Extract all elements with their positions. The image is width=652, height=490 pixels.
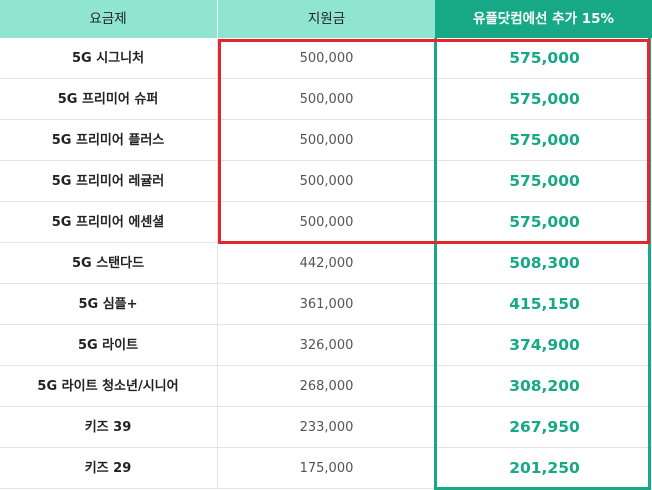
plan-name: 5G 프리미어 에센셜 [51,215,165,230]
plan-name: 키즈 29 [84,461,132,476]
plan-name: 5G 프리미어 플러스 [51,133,165,148]
extra-value: 267,950 [435,407,652,447]
subsidy-value: 500,000 [217,120,435,160]
table-row: 5G 프리미어 에센셜 500,000 575,000 [0,202,652,243]
extra-value: 575,000 [435,202,652,242]
table-row: 5G 프리미어 레귤러 500,000 575,000 [0,161,652,202]
subsidy-value: 500,000 [217,79,435,119]
plan-name: 5G 시그니처 [71,51,145,66]
table-row: 키즈 29 175,000 201,250 [0,448,652,489]
extra-value: 508,300 [435,243,652,283]
subsidy-value: 442,000 [217,243,435,283]
table-body: 5G 시그니처 500,000 575,000 5G 프리미어 슈퍼 500,0… [0,38,652,489]
table-row: 5G 라이트 청소년/시니어 268,000 308,200 [0,366,652,407]
subsidy-value: 175,000 [217,448,435,488]
table-header: 요금제 지원금 유플닷컴에선 추가 15% [0,0,652,38]
table-row: 5G 심플+ 361,000 415,150 [0,284,652,325]
extra-value: 374,900 [435,325,652,365]
subsidy-value: 500,000 [217,38,435,78]
header-subsidy: 지원금 [217,0,435,38]
table-row: 5G 프리미어 플러스 500,000 575,000 [0,120,652,161]
subsidy-value: 500,000 [217,161,435,201]
table-row: 키즈 39 233,000 267,950 [0,407,652,448]
plan-name: 키즈 39 [84,420,132,435]
extra-value: 575,000 [435,79,652,119]
header-plan: 요금제 [89,11,127,27]
table-row: 5G 라이트 326,000 374,900 [0,325,652,366]
plan-name: 5G 프리미어 슈퍼 [57,92,159,107]
subsidy-value: 268,000 [217,366,435,406]
header-extra-discount: 유플닷컴에선 추가 15% [435,0,652,38]
plan-name: 5G 프리미어 레귤러 [51,174,165,189]
plan-name: 5G 라이트 청소년/시니어 [37,379,179,394]
extra-value: 415,150 [435,284,652,324]
plan-name: 5G 스탠다드 [71,256,145,271]
table-row: 5G 프리미어 슈퍼 500,000 575,000 [0,79,652,120]
plan-name: 5G 라이트 [77,338,139,353]
subsidy-value: 326,000 [217,325,435,365]
table-row: 5G 스탠다드 442,000 508,300 [0,243,652,284]
extra-value: 575,000 [435,38,652,78]
extra-value: 575,000 [435,120,652,160]
subsidy-value: 500,000 [217,202,435,242]
extra-value: 201,250 [435,448,652,488]
subsidy-value: 361,000 [217,284,435,324]
subsidy-value: 233,000 [217,407,435,447]
plan-name: 5G 심플+ [78,297,138,312]
table-row: 5G 시그니처 500,000 575,000 [0,38,652,79]
extra-value: 575,000 [435,161,652,201]
extra-value: 308,200 [435,366,652,406]
